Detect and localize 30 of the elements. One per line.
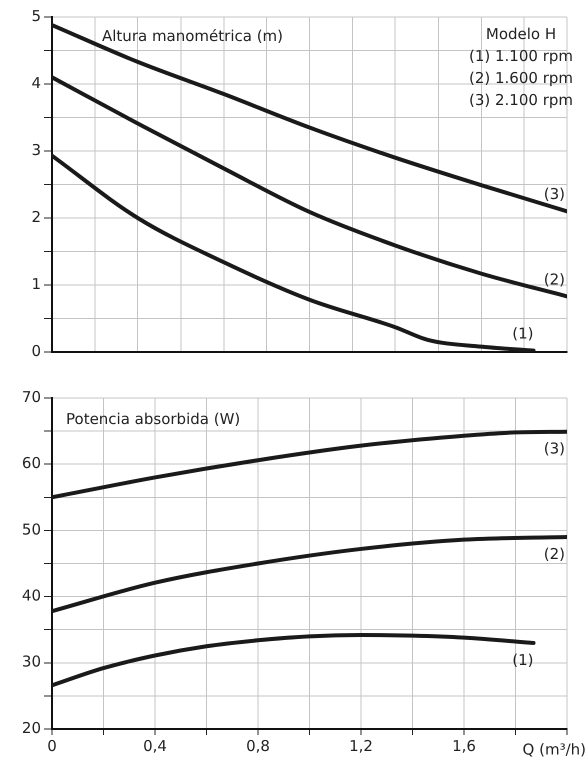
series-label: (1) xyxy=(512,650,534,669)
series-label: (2) xyxy=(544,544,565,563)
text: Potencia absorbida (W) xyxy=(66,410,240,428)
y-tick-label: 4 xyxy=(31,74,41,92)
x-tick-label: 1,2 xyxy=(349,736,373,755)
y-tick-label: 30 xyxy=(22,652,41,671)
y-tick-label: 40 xyxy=(22,586,41,604)
y-tick-label: 70 xyxy=(22,388,41,406)
y-tick-label: 60 xyxy=(22,454,41,472)
series-label: (3) xyxy=(544,440,565,458)
y-tick-label: 0 xyxy=(31,342,41,360)
series-label: (1) xyxy=(512,324,534,343)
series-label: (2) xyxy=(544,270,565,288)
annotation: (2) 1.600 rpm xyxy=(468,68,574,87)
series-label: (3) xyxy=(544,185,565,204)
annotation: (1) 1.100 rpm xyxy=(468,46,574,65)
annotation: (3) 2.100 rpm xyxy=(468,90,574,109)
y-tick-label: 50 xyxy=(22,520,41,538)
text: Altura manométrica (m) xyxy=(102,26,284,45)
y-tick-label: 5 xyxy=(31,6,41,25)
annotation: Modelo H xyxy=(486,24,556,43)
x-tick-label: 1,6 xyxy=(452,736,476,755)
x-tick-label: 0,4 xyxy=(143,736,167,755)
y-tick-label: 2 xyxy=(31,208,41,226)
x-tick-label: 0,8 xyxy=(246,736,270,755)
x-tick-label: 0 xyxy=(47,736,57,755)
y-tick-label: 3 xyxy=(31,140,41,159)
x-axis-title: Q (m³/h) xyxy=(522,740,586,758)
y-tick-label: 1 xyxy=(31,274,41,293)
y-tick-label: 20 xyxy=(22,718,41,737)
